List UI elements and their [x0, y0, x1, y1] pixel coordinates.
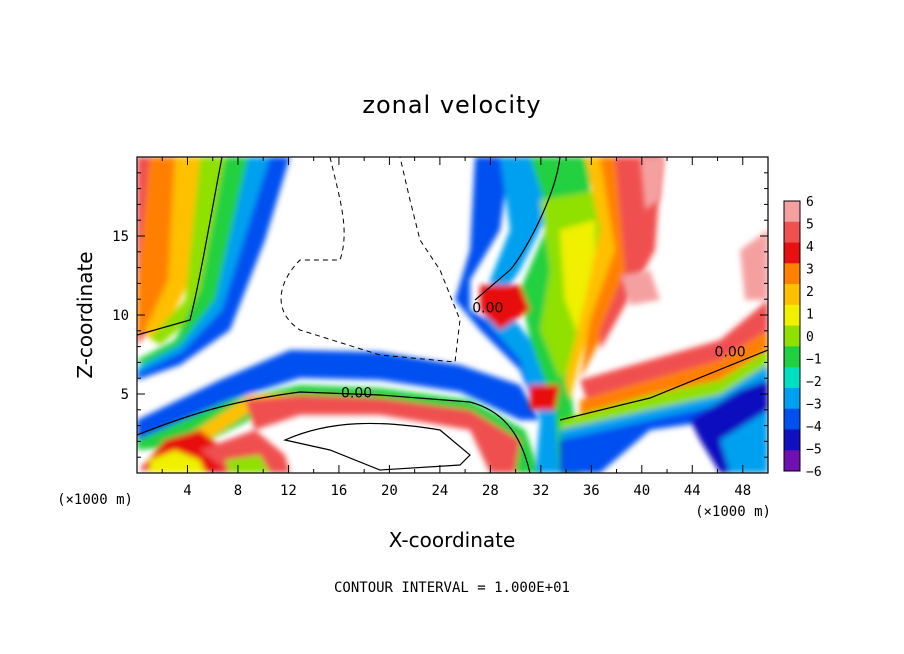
y-tick-label: 5: [121, 387, 129, 403]
x-tick-label: 16: [330, 483, 347, 499]
colorbar-label: −1: [806, 353, 822, 368]
colorbar-swatch: [784, 429, 800, 451]
x-tick-label: 28: [482, 483, 499, 499]
contour-lines: [137, 157, 768, 473]
colorbar-label: 0: [806, 330, 814, 345]
colorbar-label: 3: [806, 263, 814, 278]
colorbar-label: −3: [806, 398, 822, 413]
contour-interval-note: CONTOUR INTERVAL = 1.000E+01: [334, 580, 570, 596]
x-tick-label: 12: [280, 483, 297, 499]
x-tick-label: 4: [183, 483, 191, 499]
colorbar-label: −4: [806, 420, 822, 435]
x-tick-label: 32: [532, 483, 549, 499]
colorbar-label: 6: [806, 195, 814, 210]
y-tick-label: 10: [112, 308, 129, 324]
x-tick-label: 40: [633, 483, 650, 499]
colorbar-swatch: [784, 325, 800, 347]
colorbar-swatch: [784, 263, 800, 285]
colorbar-swatch: [784, 367, 800, 389]
colorbar-swatch: [784, 408, 800, 430]
contour-labels: 0.00 0.00 0.00: [341, 300, 746, 402]
colorbar-label: −6: [806, 465, 822, 480]
colorbar-label: 2: [806, 285, 814, 300]
colorbar-label: −5: [806, 443, 822, 458]
colorbar-swatch: [784, 201, 800, 223]
colorbar-label: −2: [806, 375, 822, 390]
contour-label: 0.00: [341, 386, 372, 402]
x-axis-ticks: 4 8 12 16 20 24 28 32 36 40 44 48: [136, 157, 769, 499]
x-axis-label: X-coordinate: [389, 528, 516, 552]
colorbar-label: 5: [806, 218, 814, 233]
colorbar-frame: [783, 200, 801, 472]
y-axis-label: Z-coordinate: [73, 251, 97, 378]
x-tick-label: 8: [234, 483, 242, 499]
contour-label: 0.00: [472, 300, 503, 316]
x-unit-right: (×1000 m): [695, 504, 771, 520]
x-tick-label: 36: [583, 483, 600, 499]
dashed-contours: [280, 157, 461, 363]
colorbar-label: 1: [806, 308, 814, 323]
contour-label: 0.00: [715, 345, 746, 361]
x-tick-label: 20: [381, 483, 398, 499]
colorbar-swatch: [784, 242, 800, 264]
x-tick-label: 24: [431, 483, 448, 499]
colorbar: 6 5 4 3 2 1 0 −1 −2 −3 −4 −5 −6: [783, 195, 822, 480]
x-tick-label: 48: [734, 483, 751, 499]
colorbar-swatch: [784, 284, 800, 306]
y-axis-ticks: 5 10 15: [112, 172, 768, 458]
colorbar-swatch: [784, 221, 800, 244]
x-unit-left: (×1000 m): [57, 492, 133, 508]
colorbar-label: 4: [806, 240, 814, 255]
y-tick-label: 15: [112, 229, 129, 245]
colorbar-swatch: [784, 346, 800, 368]
colorbar-swatch: [784, 387, 800, 410]
colorbar-swatch: [784, 450, 800, 472]
colorbar-swatch: [784, 304, 800, 327]
chart-title: zonal velocity: [362, 91, 541, 119]
velocity-field: [137, 157, 768, 473]
x-tick-label: 44: [684, 483, 701, 499]
